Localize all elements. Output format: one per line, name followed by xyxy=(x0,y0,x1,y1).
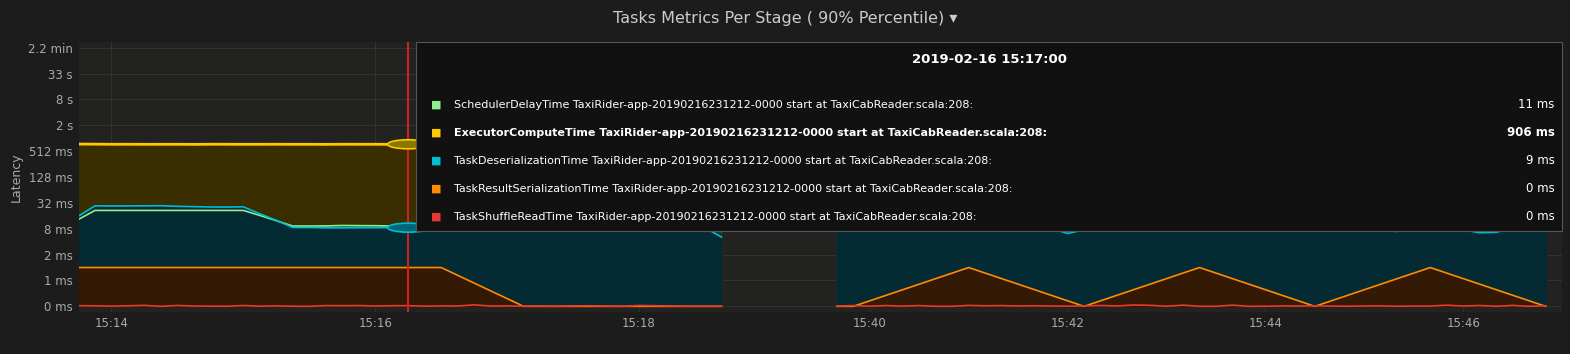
Text: ■: ■ xyxy=(432,156,441,166)
Text: ■: ■ xyxy=(432,100,441,110)
Y-axis label: Latency: Latency xyxy=(9,152,22,202)
Text: SchedulerDelayTime TaxiRider-app-20190216231212-0000 start at TaxiCabReader.scal: SchedulerDelayTime TaxiRider-app-2019021… xyxy=(454,100,973,110)
Text: 11 ms: 11 ms xyxy=(1518,98,1554,112)
Text: Tasks Metrics Per Stage ( 90% Percentile) ▾: Tasks Metrics Per Stage ( 90% Percentile… xyxy=(612,11,958,25)
Text: ■: ■ xyxy=(432,184,441,194)
Text: 2019-02-16 15:17:00: 2019-02-16 15:17:00 xyxy=(912,53,1066,66)
Ellipse shape xyxy=(388,223,429,232)
Text: TaskDeserializationTime TaxiRider-app-20190216231212-0000 start at TaxiCabReader: TaskDeserializationTime TaxiRider-app-20… xyxy=(454,156,992,166)
Text: 906 ms: 906 ms xyxy=(1507,126,1554,139)
Text: TaskShuffleReadTime TaxiRider-app-20190216231212-0000 start at TaxiCabReader.sca: TaskShuffleReadTime TaxiRider-app-201902… xyxy=(454,212,977,222)
Text: 0 ms: 0 ms xyxy=(1526,210,1554,223)
Text: TaskResultSerializationTime TaxiRider-app-20190216231212-0000 start at TaxiCabRe: TaskResultSerializationTime TaxiRider-ap… xyxy=(454,184,1013,194)
Text: 0 ms: 0 ms xyxy=(1526,182,1554,195)
Text: ■: ■ xyxy=(432,128,441,138)
FancyBboxPatch shape xyxy=(416,42,1562,231)
Ellipse shape xyxy=(388,140,429,149)
Text: ExecutorComputeTime TaxiRider-app-20190216231212-0000 start at TaxiCabReader.sca: ExecutorComputeTime TaxiRider-app-201902… xyxy=(454,128,1047,138)
Text: ■: ■ xyxy=(432,212,441,222)
Text: 9 ms: 9 ms xyxy=(1526,154,1554,167)
